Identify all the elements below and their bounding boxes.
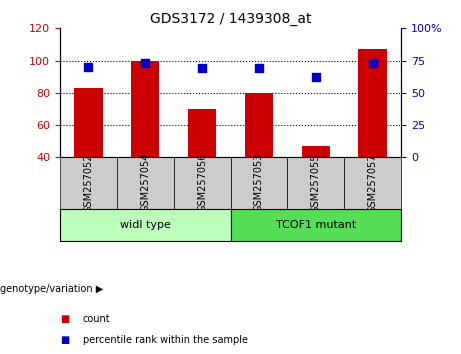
Title: GDS3172 / 1439308_at: GDS3172 / 1439308_at xyxy=(150,12,311,26)
Bar xyxy=(230,157,287,209)
Point xyxy=(142,60,149,66)
Bar xyxy=(230,209,401,241)
Bar xyxy=(188,109,216,157)
Text: GSM257054: GSM257054 xyxy=(140,153,150,212)
Bar xyxy=(245,93,273,157)
Text: TCOF1 mutant: TCOF1 mutant xyxy=(276,219,356,230)
Text: GSM257057: GSM257057 xyxy=(367,153,378,212)
Bar xyxy=(174,157,230,209)
Text: GSM257055: GSM257055 xyxy=(311,153,321,212)
Point xyxy=(255,65,263,71)
Bar xyxy=(131,61,160,157)
Bar xyxy=(344,157,401,209)
Text: count: count xyxy=(83,314,111,324)
Bar xyxy=(60,157,117,209)
Text: GSM257052: GSM257052 xyxy=(83,153,94,212)
Point xyxy=(312,74,319,80)
Bar xyxy=(358,49,387,157)
Point xyxy=(198,65,206,71)
Text: ■: ■ xyxy=(60,314,69,324)
Bar xyxy=(74,88,102,157)
Text: percentile rank within the sample: percentile rank within the sample xyxy=(83,335,248,345)
Text: ■: ■ xyxy=(60,335,69,345)
Bar xyxy=(301,146,330,157)
Text: GSM257056: GSM257056 xyxy=(197,153,207,212)
Text: genotype/variation ▶: genotype/variation ▶ xyxy=(0,284,103,293)
Text: GSM257053: GSM257053 xyxy=(254,153,264,212)
Text: widl type: widl type xyxy=(120,219,171,230)
Bar xyxy=(287,157,344,209)
Point xyxy=(369,60,376,66)
Bar xyxy=(117,157,174,209)
Bar xyxy=(60,209,230,241)
Point xyxy=(85,64,92,70)
